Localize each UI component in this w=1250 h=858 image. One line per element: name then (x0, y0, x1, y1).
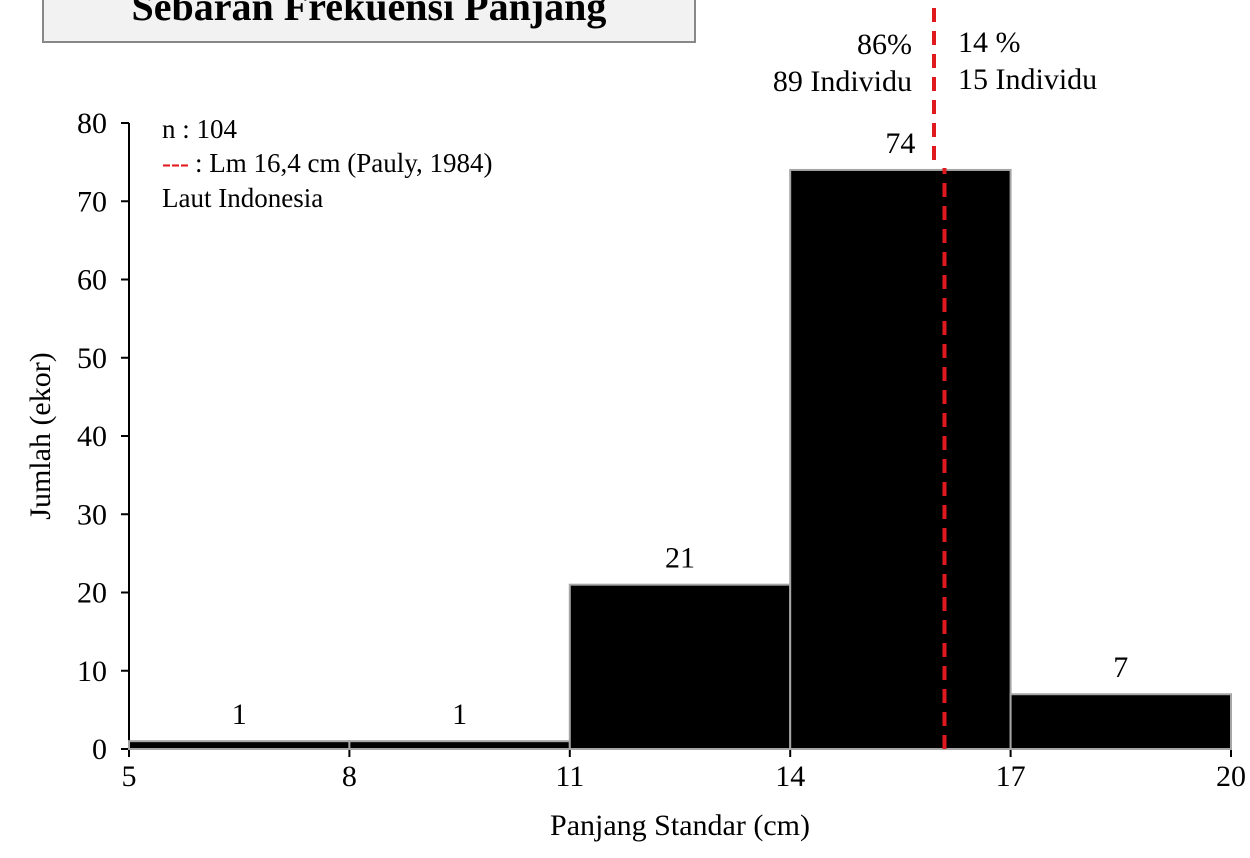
x-tick-label: 17 (996, 760, 1026, 793)
sample-size-note: n : 104 (162, 114, 238, 144)
y-tick-label: 80 (77, 107, 107, 140)
left-percent-label: 86% (857, 28, 912, 61)
histogram-bar (348, 740, 571, 750)
bar-value-label: 21 (665, 542, 695, 575)
right-count-label: 15 Individu (958, 63, 1097, 96)
title-box-frame (42, 0, 696, 43)
location-note: Laut Indonesia (162, 183, 323, 213)
bar-value-label: 1 (232, 698, 247, 731)
y-tick-label: 10 (77, 655, 107, 688)
lm-text: : Lm 16,4 cm (Pauly, 1984) (195, 148, 492, 178)
lm-note: ---: Lm 16,4 cm (Pauly, 1984) (162, 148, 492, 178)
histogram-bar (568, 583, 792, 750)
x-tick-label: 20 (1216, 760, 1246, 793)
y-tick-label: 0 (92, 733, 107, 766)
x-tick-label: 8 (342, 760, 357, 793)
histogram-bar (128, 740, 351, 750)
x-tick-label: 5 (122, 760, 137, 793)
y-tick-label: 50 (77, 342, 107, 375)
percentage-annotations: 86% 89 Individu 14 % 15 Individu (773, 26, 1097, 98)
chart-notes: n : 104 ---: Lm 16,4 cm (Pauly, 1984) La… (162, 114, 492, 213)
x-axis-ticks: 5 8 11 14 17 20 (122, 749, 1246, 793)
title-box-text: Sebaran Frekuensi Panjang (132, 0, 607, 29)
y-tick-label: 40 (77, 420, 107, 453)
bar-value-label: 74 (885, 127, 915, 160)
histogram-bar (789, 168, 1012, 750)
y-axis-title: Jumlah (ekor) (24, 352, 57, 519)
x-axis-title: Panjang Standar (cm) (550, 809, 810, 842)
y-tick-label: 30 (77, 498, 107, 531)
y-tick-label: 60 (77, 264, 107, 297)
reference-line-group (932, 0, 947, 749)
x-tick-label: 14 (775, 760, 805, 793)
histogram-bar (1009, 693, 1232, 750)
y-tick-label: 20 (77, 577, 107, 610)
right-percent-label: 14 % (958, 26, 1021, 59)
title-box: Sebaran Frekuensi Panjang (42, 0, 696, 43)
y-tick-label: 70 (77, 185, 107, 218)
lm-marker: --- (162, 148, 189, 178)
bar-value-label: 7 (1113, 651, 1128, 684)
bar-value-label: 1 (452, 698, 467, 731)
y-axis-ticks: 0 10 20 30 40 50 60 70 80 (77, 107, 129, 766)
x-tick-label: 11 (555, 760, 584, 793)
data-labels-group: 1 1 21 74 7 (232, 127, 1129, 731)
left-count-label: 89 Individu (773, 65, 912, 98)
bars-group (128, 168, 1232, 750)
